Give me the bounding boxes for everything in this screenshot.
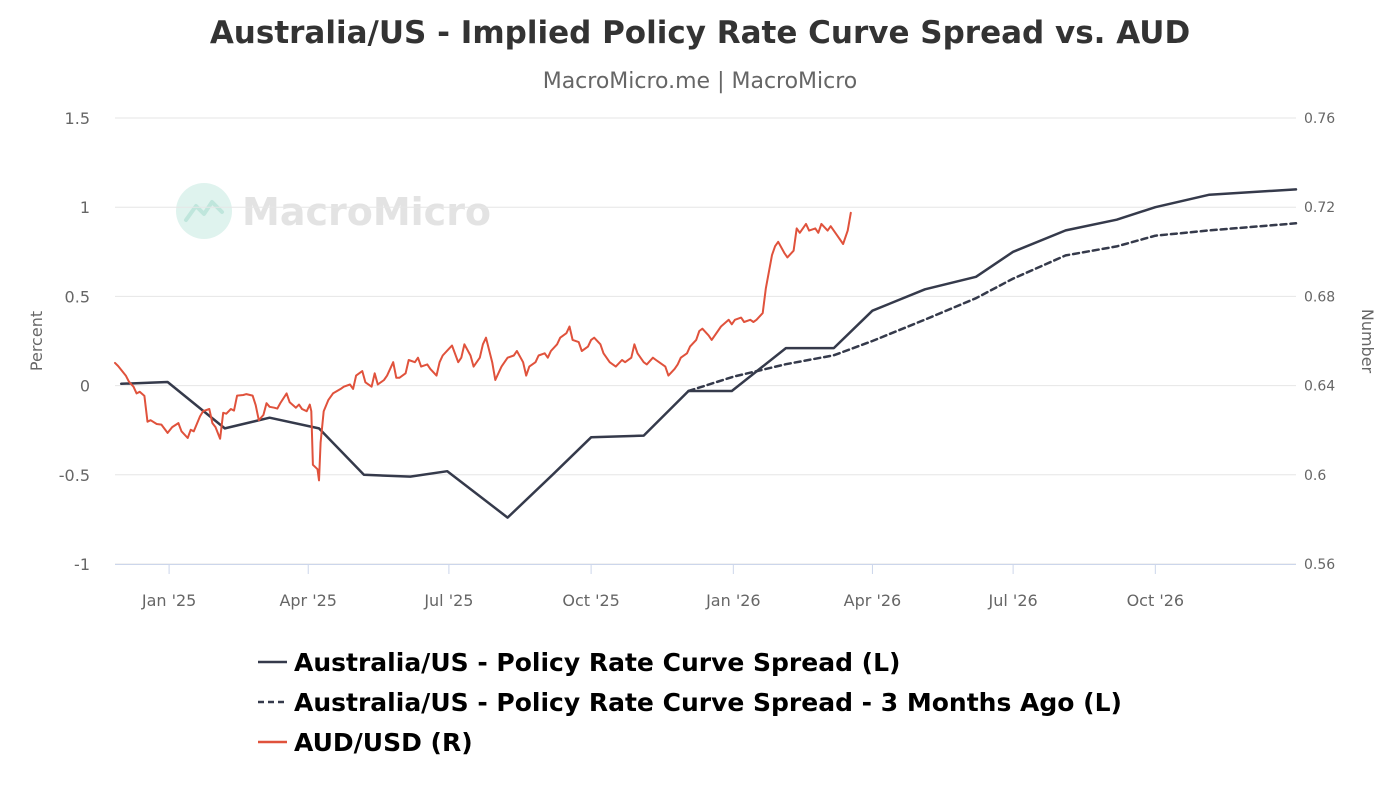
gridlines	[115, 117, 1296, 565]
series-group	[114, 188, 1298, 519]
y-left-tick-label: 0.5	[65, 287, 90, 306]
x-tick-label: Apr '26	[844, 591, 902, 610]
y-right-tick-label: 0.68	[1304, 289, 1335, 305]
x-tick-label: Jul '25	[423, 591, 473, 610]
y-right-tick-label: 0.72	[1304, 200, 1335, 216]
y-right-tick-label: 0.6	[1304, 468, 1326, 484]
x-tick-label: Apr '25	[279, 591, 337, 610]
legend-item-spread-3m-ago[interactable]: Australia/US - Policy Rate Curve Spread …	[258, 688, 1122, 717]
y-left-tick-label: 1	[80, 198, 90, 217]
y-left-tick-label: 1.5	[65, 109, 90, 128]
x-tick-label: Jan '26	[705, 591, 761, 610]
x-tick-label: Oct '25	[562, 591, 620, 610]
legend-label-spread: Australia/US - Policy Rate Curve Spread …	[294, 648, 900, 677]
watermark-logo: MacroMicro	[176, 183, 491, 239]
series-line-spread-3m-ago	[687, 222, 1298, 393]
y-right-tick-label: 0.76	[1304, 111, 1335, 127]
y-axis-right: 0.56 0.6 0.64 0.68 0.72 0.76	[1304, 111, 1335, 573]
y-left-tick-label: -1	[74, 555, 90, 574]
legend-label-spread-3m-ago: Australia/US - Policy Rate Curve Spread …	[294, 688, 1122, 717]
chart-title: Australia/US - Implied Policy Rate Curve…	[210, 15, 1190, 51]
x-tick-label: Jul '26	[988, 591, 1038, 610]
x-axis: Jan '25 Apr '25 Jul '25 Oct '25 Jan '26 Apr '…	[115, 564, 1296, 610]
y-right-tick-label: 0.56	[1304, 557, 1335, 573]
series-line-audusd	[114, 211, 852, 482]
x-tick-label: Jan '25	[141, 591, 197, 610]
watermark-chart-icon	[184, 200, 224, 222]
series-line-spread	[119, 188, 1298, 519]
legend: Australia/US - Policy Rate Curve Spread …	[258, 648, 1122, 757]
y-axis-left-title: Percent	[27, 311, 46, 371]
y-left-tick-label: 0	[80, 377, 90, 396]
y-axis-left: -1 -0.5 0 0.5 1 1.5	[59, 109, 90, 574]
legend-label-audusd: AUD/USD (R)	[294, 728, 473, 757]
legend-item-audusd[interactable]: AUD/USD (R)	[258, 728, 473, 757]
legend-item-spread[interactable]: Australia/US - Policy Rate Curve Spread …	[258, 648, 900, 677]
chart-subtitle: MacroMicro.me | MacroMicro	[543, 69, 858, 94]
x-tick-label: Oct '26	[1127, 591, 1185, 610]
y-right-tick-label: 0.64	[1304, 379, 1335, 395]
y-axis-right-title: Number	[1358, 309, 1377, 374]
y-left-tick-label: -0.5	[59, 466, 90, 485]
watermark-text: MacroMicro	[242, 190, 491, 234]
